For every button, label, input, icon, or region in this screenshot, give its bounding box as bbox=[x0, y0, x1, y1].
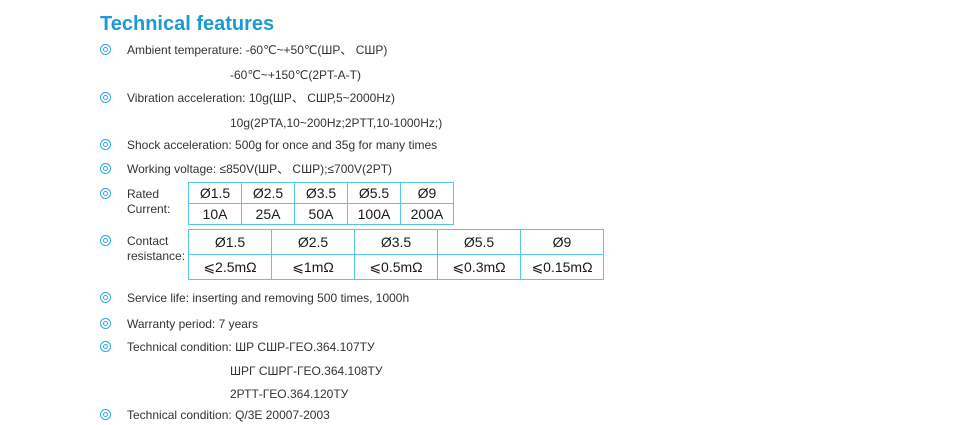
bullet-inner-ring bbox=[103, 295, 108, 300]
bullet-icon bbox=[100, 292, 111, 303]
feature-text: Warranty period: 7 years bbox=[127, 317, 258, 331]
bullet-inner-ring bbox=[103, 47, 108, 52]
table-cell: Ø5.5 bbox=[347, 182, 401, 204]
bullet-icon bbox=[100, 235, 111, 246]
feature-ambient-temperature: Ambient temperature: -60℃~+50℃(ШР、 СШР) bbox=[100, 43, 740, 57]
table-header-row: Ø1.5 Ø2.5 Ø3.5 Ø5.5 Ø9 bbox=[188, 182, 454, 204]
bullet-inner-ring bbox=[103, 142, 108, 147]
feature-vibration-acceleration: Vibration acceleration: 10g(ШР、 СШР,5~20… bbox=[100, 91, 740, 105]
feature-warranty-period: Warranty period: 7 years bbox=[100, 317, 740, 331]
table-cell: ⩽0.5mΩ bbox=[354, 254, 438, 280]
table-cell: ⩽0.3mΩ bbox=[437, 254, 521, 280]
feature-working-voltage: Working voltage: ≤850V(ШР、 СШР);≤700V(2P… bbox=[100, 162, 740, 176]
feature-technical-condition-gost: Technical condition: ШР СШР-ГЕО.364.107Т… bbox=[100, 340, 740, 354]
bullet-inner-ring bbox=[103, 191, 108, 196]
bullet-icon bbox=[100, 44, 111, 55]
bullet-inner-ring bbox=[103, 166, 108, 171]
feature-rated-current: Rated Current: Ø1.5 Ø2.5 Ø3.5 Ø5.5 Ø9 10… bbox=[100, 182, 740, 225]
rated-current-table: Ø1.5 Ø2.5 Ø3.5 Ø5.5 Ø9 10A 25A 50A 100A … bbox=[188, 182, 454, 225]
bullet-icon bbox=[100, 92, 111, 103]
table-cell: Ø9 bbox=[520, 229, 604, 255]
rated-current-label: Rated Current: bbox=[127, 182, 188, 217]
rated-current-label-line2: Current: bbox=[127, 202, 171, 216]
bullet-inner-ring bbox=[103, 321, 108, 326]
contact-resistance-table: Ø1.5 Ø2.5 Ø3.5 Ø5.5 Ø9 ⩽2.5mΩ ⩽1mΩ ⩽0.5m… bbox=[188, 229, 604, 280]
table-cell: 25A bbox=[241, 203, 295, 225]
table-cell: Ø9 bbox=[400, 182, 454, 204]
feature-text: Shock acceleration: 500g for once and 35… bbox=[127, 138, 438, 152]
table-cell: Ø2.5 bbox=[241, 182, 295, 204]
rated-current-label-line1: Rated bbox=[127, 187, 160, 201]
table-value-row: 10A 25A 50A 100A 200A bbox=[188, 203, 454, 225]
bullet-inner-ring bbox=[103, 95, 108, 100]
bullet-icon bbox=[100, 188, 111, 199]
feature-text: Service life: inserting and removing 500… bbox=[127, 291, 410, 305]
feature-text: Vibration acceleration: 10g(ШР、 СШР,5~20… bbox=[127, 91, 395, 105]
table-cell: Ø3.5 bbox=[294, 182, 348, 204]
contact-resistance-label-line2: resistance: bbox=[127, 249, 186, 263]
bullet-icon bbox=[100, 318, 111, 329]
table-cell: ⩽2.5mΩ bbox=[188, 254, 272, 280]
page-title: Technical features bbox=[100, 13, 275, 35]
contact-resistance-label: Contact resistance: bbox=[127, 229, 188, 264]
table-cell: ⩽0.15mΩ bbox=[520, 254, 604, 280]
table-cell: 200A bbox=[400, 203, 454, 225]
feature-technical-condition-gost-line2: ШРГ СШРГ-ГЕО.364.108ТУ bbox=[230, 364, 383, 378]
feature-technical-condition-q3e: Technical condition: Q/3E 20007-2003 bbox=[100, 408, 740, 422]
feature-service-life: Service life: inserting and removing 500… bbox=[100, 291, 740, 305]
bullet-icon bbox=[100, 341, 111, 352]
bullet-icon bbox=[100, 139, 111, 150]
feature-ambient-temperature-line2: -60℃~+150℃(2PT-A-T) bbox=[230, 68, 361, 82]
bullet-inner-ring bbox=[103, 412, 108, 417]
table-cell: 50A bbox=[294, 203, 348, 225]
table-cell: 100A bbox=[347, 203, 401, 225]
content-column: Technical features Ambient temperature: … bbox=[100, 13, 740, 422]
feature-text: Working voltage: ≤850V(ШР、 СШР);≤700V(2P… bbox=[127, 162, 393, 176]
table-cell: Ø2.5 bbox=[271, 229, 355, 255]
table-header-row: Ø1.5 Ø2.5 Ø3.5 Ø5.5 Ø9 bbox=[188, 229, 604, 255]
bullet-icon bbox=[100, 409, 111, 420]
table-cell: Ø1.5 bbox=[188, 182, 242, 204]
table-cell: 10A bbox=[188, 203, 242, 225]
feature-contact-resistance: Contact resistance: Ø1.5 Ø2.5 Ø3.5 Ø5.5 … bbox=[100, 229, 740, 280]
contact-resistance-label-line1: Contact bbox=[127, 234, 169, 248]
feature-technical-condition-gost-line3: 2РТТ-ГЕО.364.120ТУ bbox=[230, 387, 349, 401]
feature-vibration-acceleration-line2: 10g(2PTA,10~200Hz;2PTT,10-1000Hz;) bbox=[230, 116, 443, 130]
table-value-row: ⩽2.5mΩ ⩽1mΩ ⩽0.5mΩ ⩽0.3mΩ ⩽0.15mΩ bbox=[188, 254, 604, 280]
feature-text: Technical condition: ШР СШР-ГЕО.364.107Т… bbox=[127, 340, 375, 354]
bullet-inner-ring bbox=[103, 344, 108, 349]
table-cell: Ø3.5 bbox=[354, 229, 438, 255]
bullet-icon bbox=[100, 163, 111, 174]
feature-shock-acceleration: Shock acceleration: 500g for once and 35… bbox=[100, 138, 740, 152]
feature-text: Ambient temperature: -60℃~+50℃(ШР、 СШР) bbox=[127, 43, 388, 57]
table-cell: Ø5.5 bbox=[437, 229, 521, 255]
feature-text: Technical condition: Q/3E 20007-2003 bbox=[127, 408, 330, 422]
table-cell: Ø1.5 bbox=[188, 229, 272, 255]
bullet-inner-ring bbox=[103, 238, 108, 243]
table-cell: ⩽1mΩ bbox=[271, 254, 355, 280]
